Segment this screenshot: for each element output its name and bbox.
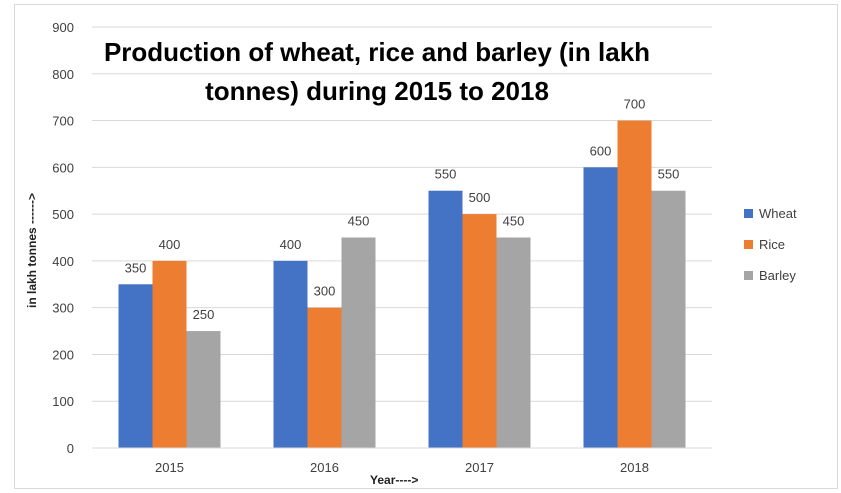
data-label-barley-2017: 450 bbox=[503, 214, 525, 229]
bar-rice-2016 bbox=[307, 307, 342, 448]
y-tick-label: 200 bbox=[52, 347, 74, 362]
data-label-wheat-2015: 350 bbox=[125, 260, 147, 275]
y-tick-label: 900 bbox=[52, 20, 74, 35]
legend-label-wheat: Wheat bbox=[759, 206, 797, 221]
data-label-barley-2016: 450 bbox=[348, 214, 370, 229]
data-label-rice-2015: 400 bbox=[159, 237, 181, 252]
data-label-barley-2015: 250 bbox=[193, 307, 215, 322]
y-tick-label: 600 bbox=[52, 160, 74, 175]
bar-rice-2018 bbox=[617, 120, 652, 449]
bar-wheat-2017 bbox=[428, 190, 463, 448]
y-axis-title: in lakh tonnes ------> bbox=[25, 193, 39, 308]
y-axis-ticks: 0 100 200 300 400 500 600 700 800 900 bbox=[52, 20, 74, 456]
y-tick-label: 300 bbox=[52, 301, 74, 316]
data-label-wheat-2016: 400 bbox=[280, 237, 302, 252]
data-label-rice-2018: 700 bbox=[624, 97, 646, 112]
bar-barley-2016 bbox=[341, 237, 376, 448]
y-tick-label: 800 bbox=[52, 67, 74, 82]
legend: Wheat Rice Barley bbox=[744, 206, 797, 283]
x-tick-label: 2018 bbox=[620, 460, 649, 475]
chart-title-line-1: Production of wheat, rice and barley (in… bbox=[104, 37, 650, 67]
legend-label-rice: Rice bbox=[759, 237, 785, 252]
bar-rice-2015 bbox=[152, 260, 187, 448]
x-tick-label: 2015 bbox=[155, 460, 184, 475]
data-label-wheat-2017: 550 bbox=[435, 167, 457, 182]
x-axis-title: Year----> bbox=[370, 473, 418, 487]
bar-barley-2015 bbox=[186, 331, 221, 448]
bar-wheat-2016 bbox=[273, 260, 308, 448]
data-label-rice-2017: 500 bbox=[469, 190, 491, 205]
y-tick-label: 100 bbox=[52, 394, 74, 409]
data-label-rice-2016: 300 bbox=[314, 284, 336, 299]
y-tick-label: 500 bbox=[52, 207, 74, 222]
data-labels: 350 400 250 400 300 450 550 500 450 600 700 550 bbox=[125, 97, 680, 322]
x-tick-label: 2017 bbox=[465, 460, 494, 475]
x-axis-ticks: 2015 2016 2017 2018 bbox=[155, 460, 649, 475]
bar-rice-2017 bbox=[462, 214, 497, 448]
data-label-barley-2018: 550 bbox=[658, 167, 680, 182]
bar-wheat-2018 bbox=[583, 167, 618, 449]
legend-swatch-barley bbox=[744, 271, 753, 280]
chart-title-line-2: tonnes) during 2015 to 2018 bbox=[205, 76, 549, 106]
y-tick-label: 400 bbox=[52, 254, 74, 269]
legend-label-barley: Barley bbox=[759, 268, 796, 283]
y-tick-label: 0 bbox=[67, 441, 74, 456]
x-tick-label: 2016 bbox=[310, 460, 339, 475]
bar-barley-2017 bbox=[496, 237, 531, 448]
legend-swatch-wheat bbox=[744, 209, 753, 218]
bar-wheat-2015 bbox=[118, 284, 153, 448]
bar-barley-2018 bbox=[651, 190, 686, 448]
data-label-wheat-2018: 600 bbox=[590, 143, 612, 158]
legend-swatch-rice bbox=[744, 240, 753, 249]
y-tick-label: 700 bbox=[52, 114, 74, 129]
bars bbox=[118, 120, 686, 449]
